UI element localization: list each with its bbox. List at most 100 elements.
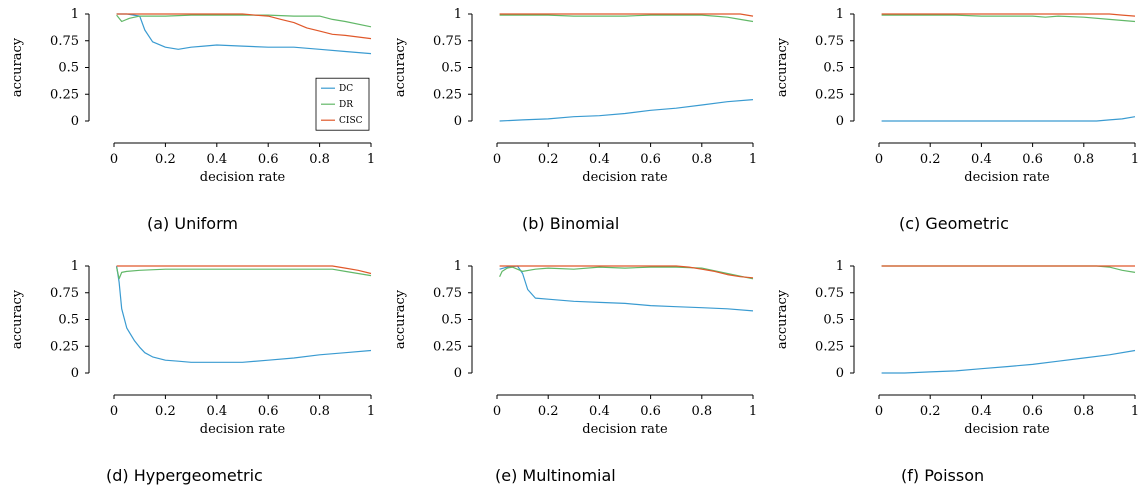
caption-f: (f) Poisson [901,466,985,485]
x-tick-label: 0.2 [920,404,941,419]
x-tick-label: 0.2 [155,404,176,419]
x-tick-label: 0.2 [538,404,559,419]
y-tick-label: 0.25 [50,339,79,354]
x-axis-label: decision rate [964,422,1050,437]
x-tick-label: 0.8 [1073,152,1094,167]
x-tick-label: 1 [1131,152,1138,167]
x-tick-label: 0 [875,152,883,167]
y-axis-label: accuracy [775,37,790,97]
x-tick-label: 0.4 [589,152,610,167]
caption-b: (b) Binomial [522,214,620,233]
y-tick-label: 0 [71,114,79,129]
caption-d: (d) Hypergeometric [106,466,263,485]
y-tick-label: 0.25 [433,87,462,102]
y-axis-label: accuracy [393,37,408,97]
panel-4: 0 0.25 0.5 0.75 1 0 0.2 0.4 0.6 0.8 1 decision rate… [393,259,757,437]
legend: DC DR CISC [315,77,370,131]
x-tick-label: 0.8 [309,404,330,419]
x-tick-label: 0.8 [309,152,330,167]
panel-0: 0 0.25 0.5 0.75 1 0 0.2 0.4 0.6 0.8 1 decision rate… [10,7,375,185]
x-tick-label: 1 [367,152,375,167]
x-tick-label: 0 [110,404,118,419]
x-tick-label: 0.6 [1022,152,1043,167]
y-tick-label: 1 [71,259,79,274]
series-line-dr [881,265,1136,273]
y-tick-label: 1 [71,7,79,22]
x-tick-label: 0.2 [920,152,941,167]
series-line-cisc [116,13,372,40]
x-tick-label: 0.2 [155,152,176,167]
series-line-dr [881,14,1136,23]
y-tick-label: 0.75 [815,34,844,49]
y-tick-label: 0.25 [815,339,844,354]
x-tick-label: 1 [1131,404,1138,419]
x-axis-label: decision rate [582,422,668,437]
series-line-dc [499,99,754,122]
panel-3: 0 0.25 0.5 0.75 1 0 0.2 0.4 0.6 0.8 1 decision rate… [10,259,375,437]
legend-label-dr: DR [339,100,353,110]
x-tick-label: 1 [749,404,757,419]
y-tick-label: 0.5 [441,61,462,76]
caption-e: (e) Multinomial [495,466,616,485]
x-tick-label: 0.4 [589,404,610,419]
x-tick-label: 0.4 [206,152,227,167]
x-axis-label: decision rate [964,170,1050,185]
x-axis-label: decision rate [582,170,668,185]
series-line-dr [499,14,754,23]
x-tick-label: 0.6 [640,404,661,419]
y-tick-label: 0.25 [815,87,844,102]
x-tick-label: 0 [493,152,501,167]
x-axis-label: decision rate [200,422,286,437]
y-tick-label: 0 [836,366,844,381]
series-line-dc [116,265,372,363]
y-axis-label: accuracy [10,289,25,349]
panel-1: 0 0.25 0.5 0.75 1 0 0.2 0.4 0.6 0.8 1 decision rate… [393,7,757,185]
x-tick-label: 0.6 [1022,404,1043,419]
y-tick-label: 0.75 [50,34,79,49]
y-tick-label: 1 [454,7,462,22]
x-tick-label: 0.4 [971,404,992,419]
x-tick-label: 0.2 [538,152,559,167]
panel-2: 0 0.25 0.5 0.75 1 0 0.2 0.4 0.6 0.8 1 decision rate… [775,7,1138,185]
x-tick-label: 0 [875,404,883,419]
x-tick-label: 0 [110,152,118,167]
y-axis-label: accuracy [775,289,790,349]
y-tick-label: 0.75 [433,286,462,301]
series-line-cisc [499,265,754,279]
series-line-dc [881,116,1136,122]
x-tick-label: 0.4 [971,152,992,167]
series-line-cisc [499,13,754,17]
y-tick-label: 0 [836,114,844,129]
legend-label-dc: DC [339,84,353,94]
series-line-dc [499,265,754,312]
series-line-dc [881,349,1136,374]
y-tick-label: 0.75 [50,286,79,301]
series-line-dr [116,14,372,28]
series-line-cisc [116,265,372,275]
series-line-cisc [881,13,1136,17]
y-tick-label: 0.25 [50,87,79,102]
y-tick-label: 0.5 [58,61,79,76]
series-line-dr [116,266,372,280]
y-tick-label: 0.75 [815,286,844,301]
x-tick-label: 0.4 [206,404,227,419]
x-tick-label: 0 [493,404,501,419]
x-axis-label: decision rate [200,170,286,185]
x-tick-label: 0.8 [691,152,712,167]
x-tick-label: 1 [749,152,757,167]
y-tick-label: 1 [836,7,844,22]
y-tick-label: 0 [454,366,462,381]
y-axis-label: accuracy [10,37,25,97]
y-tick-label: 0.5 [823,313,844,328]
y-tick-label: 1 [454,259,462,274]
y-tick-label: 0.5 [58,313,79,328]
series-line-dc [116,13,372,55]
x-tick-label: 0.6 [640,152,661,167]
y-tick-label: 0.5 [823,61,844,76]
y-tick-label: 0 [71,366,79,381]
x-tick-label: 0.6 [258,404,279,419]
x-tick-label: 0.8 [691,404,712,419]
x-tick-label: 1 [367,404,375,419]
